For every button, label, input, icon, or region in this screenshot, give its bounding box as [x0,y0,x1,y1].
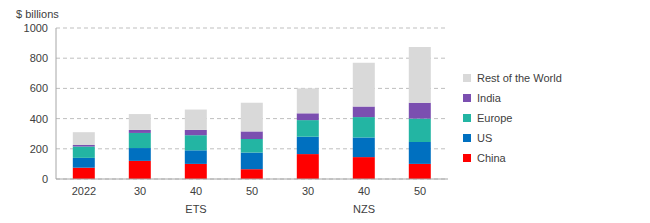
svg-text:ETS: ETS [185,203,206,215]
html-text:Europe: Europe [477,112,513,124]
svg-text:50: 50 [414,185,426,197]
svg-text:40: 40 [358,185,370,197]
svg-text:2022: 2022 [72,185,96,197]
svg-text:400: 400 [30,113,48,125]
html-text:India: India [477,92,501,104]
svg-text:800: 800 [30,52,48,64]
html-text:China: China [477,152,506,164]
svg-text:0: 0 [42,173,48,185]
svg-text:50: 50 [246,185,258,197]
svg-text:40: 40 [190,185,202,197]
html-text:Rest of the World: Rest of the World [477,72,562,84]
html-text:$ billions: $ billions [16,8,59,20]
svg-text:600: 600 [30,82,48,94]
svg-text:30: 30 [134,185,146,197]
html-text:US: US [477,132,493,144]
svg-text:1000: 1000 [24,22,48,34]
svg-text:30: 30 [302,185,314,197]
svg-text:200: 200 [30,143,48,155]
svg-text:NZS: NZS [353,203,375,215]
